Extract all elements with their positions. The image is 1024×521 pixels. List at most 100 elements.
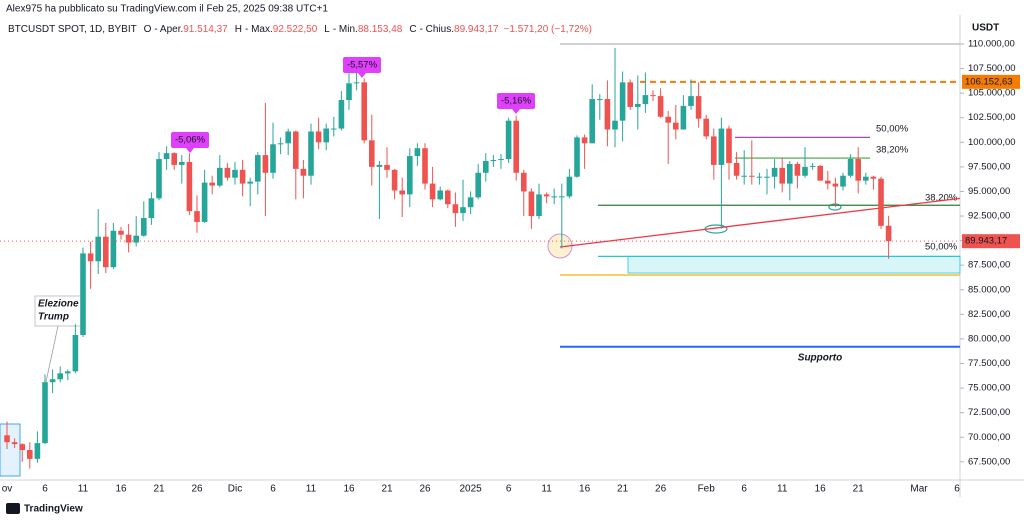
x-tick-label: 16: [115, 484, 127, 495]
ohlc-value: 89.943,17: [454, 24, 499, 35]
candle-body: [741, 175, 747, 177]
candle-body: [141, 218, 147, 236]
candle-body: [103, 236, 109, 268]
x-tick-label: 21: [617, 484, 629, 495]
candle-body: [840, 175, 846, 187]
percent-badge: [171, 132, 209, 148]
candle-body: [148, 198, 155, 219]
ohlc-legend: BTCUSDT SPOT, 1D, BYBIT O - Aper.91.514,37…: [8, 24, 592, 35]
candle-body: [483, 160, 489, 173]
candle-body: [255, 155, 261, 182]
candle-body: [87, 253, 94, 262]
x-tick-label: 26: [419, 484, 431, 495]
candle-body: [19, 444, 25, 451]
y-tick-label: 72.500,00: [968, 407, 1010, 418]
candle-body: [809, 165, 816, 167]
y-tick-label: 102.500,00: [968, 112, 1016, 123]
candle-body: [34, 443, 41, 459]
candle-body: [11, 442, 18, 445]
candle-body: [262, 155, 269, 173]
candle-body: [779, 167, 785, 184]
candle-body: [680, 105, 687, 130]
candle-body: [42, 382, 48, 444]
candle-body: [551, 196, 557, 198]
candle-body: [543, 194, 550, 197]
x-tick-label: Dic: [228, 484, 242, 495]
candle-body: [315, 131, 322, 143]
candle-body: [72, 334, 79, 372]
candle-body: [429, 183, 436, 200]
change: −1.571,20 (−1,72%): [504, 24, 592, 35]
x-tick-label: 16: [579, 484, 591, 495]
candle-body: [566, 176, 573, 197]
ohlc-name: - Aper.: [154, 24, 183, 35]
note-pointer: [45, 325, 59, 383]
candle-body: [490, 160, 497, 162]
note-box: [34, 295, 84, 327]
x-tick-label: 6: [954, 484, 960, 495]
percent-pointer: [186, 148, 194, 153]
percent-label: -5,06%: [175, 135, 206, 146]
candle-body: [361, 82, 367, 141]
candle-body: [323, 128, 329, 143]
candle-body: [125, 234, 132, 243]
candle-body: [407, 156, 413, 195]
candle-body: [771, 167, 778, 177]
x-tick-label: 2025: [459, 484, 482, 495]
candle-body: [277, 143, 284, 145]
candle-body: [597, 99, 603, 101]
candle-body: [521, 172, 527, 192]
candle-body: [57, 373, 63, 380]
x-tick-label: Mar: [910, 484, 928, 495]
y-tick-label: 67.500,00: [968, 456, 1010, 467]
candle-body: [95, 236, 101, 262]
level-label: Supporto: [798, 353, 842, 364]
candle-body: [878, 178, 884, 226]
candle-body: [870, 176, 877, 179]
candle-body: [832, 183, 839, 187]
candle-body: [711, 136, 717, 165]
candle-body: [475, 172, 481, 198]
candle-body: [171, 153, 177, 165]
candle-body: [179, 161, 185, 165]
x-tick-label: 11: [541, 484, 552, 495]
y-tick-label: 92.500,00: [968, 211, 1010, 222]
candle-body: [186, 161, 193, 212]
candle-body: [703, 118, 709, 137]
candle-body: [657, 96, 664, 117]
price-box: [962, 234, 1020, 249]
level-label: 50,00%: [925, 242, 958, 253]
candle-body: [885, 225, 892, 242]
candle-body: [787, 163, 793, 184]
candle-body: [726, 128, 732, 163]
candle-body: [391, 169, 398, 191]
currency: USDT: [972, 23, 999, 34]
x-tick-label: 21: [153, 484, 165, 495]
candle-body: [513, 120, 519, 173]
candle-body: [452, 204, 459, 214]
percent-pointer: [512, 109, 520, 114]
candle-body: [847, 159, 854, 176]
candle-body: [308, 131, 314, 176]
zone: [627, 255, 961, 274]
candle-body: [505, 120, 512, 160]
candle-body: [156, 159, 162, 199]
candle-body: [338, 100, 345, 129]
candle-body: [863, 176, 869, 181]
candle-body: [232, 169, 238, 178]
candle-body: [414, 148, 421, 157]
ohlc-key: L: [324, 24, 330, 35]
candle-body: [399, 190, 405, 195]
candle-body: [369, 140, 375, 167]
note-line: Elezione: [38, 299, 79, 310]
y-tick-label: 110.000,00: [968, 39, 1015, 50]
zone-box: [0, 423, 21, 477]
x-tick-label: 21: [853, 484, 865, 495]
x-tick-label: 6: [270, 484, 276, 495]
candle-body: [802, 166, 808, 176]
level-label: 38,20%: [925, 193, 958, 204]
ohlc-key: H: [235, 24, 242, 35]
